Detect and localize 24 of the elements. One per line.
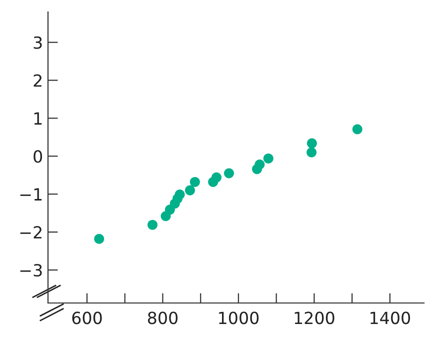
x-tick-label: 800	[148, 312, 178, 324]
y-tick-label: −2	[20, 226, 42, 238]
point	[190, 176, 200, 187]
x-tick-label: 1400	[370, 312, 410, 324]
x-tick-label: 600	[72, 312, 102, 324]
point	[184, 185, 195, 196]
y-tick-label: 1	[34, 112, 42, 125]
point	[148, 220, 158, 230]
y-tick-label: 2	[34, 74, 42, 87]
y-tick-label: −3	[20, 264, 42, 277]
point	[94, 234, 104, 244]
point	[263, 153, 274, 164]
point	[174, 189, 185, 200]
y-tick-label: 0	[34, 150, 42, 163]
point	[254, 160, 265, 170]
point	[306, 138, 317, 148]
point	[306, 147, 317, 158]
point	[352, 124, 362, 134]
point	[224, 168, 234, 178]
point	[211, 172, 222, 182]
x-tick-label: 1000	[219, 312, 259, 324]
x-tick-label: 1200	[294, 312, 334, 324]
y-tick-label: −1	[20, 188, 42, 200]
y-tick-label: 3	[34, 36, 42, 49]
